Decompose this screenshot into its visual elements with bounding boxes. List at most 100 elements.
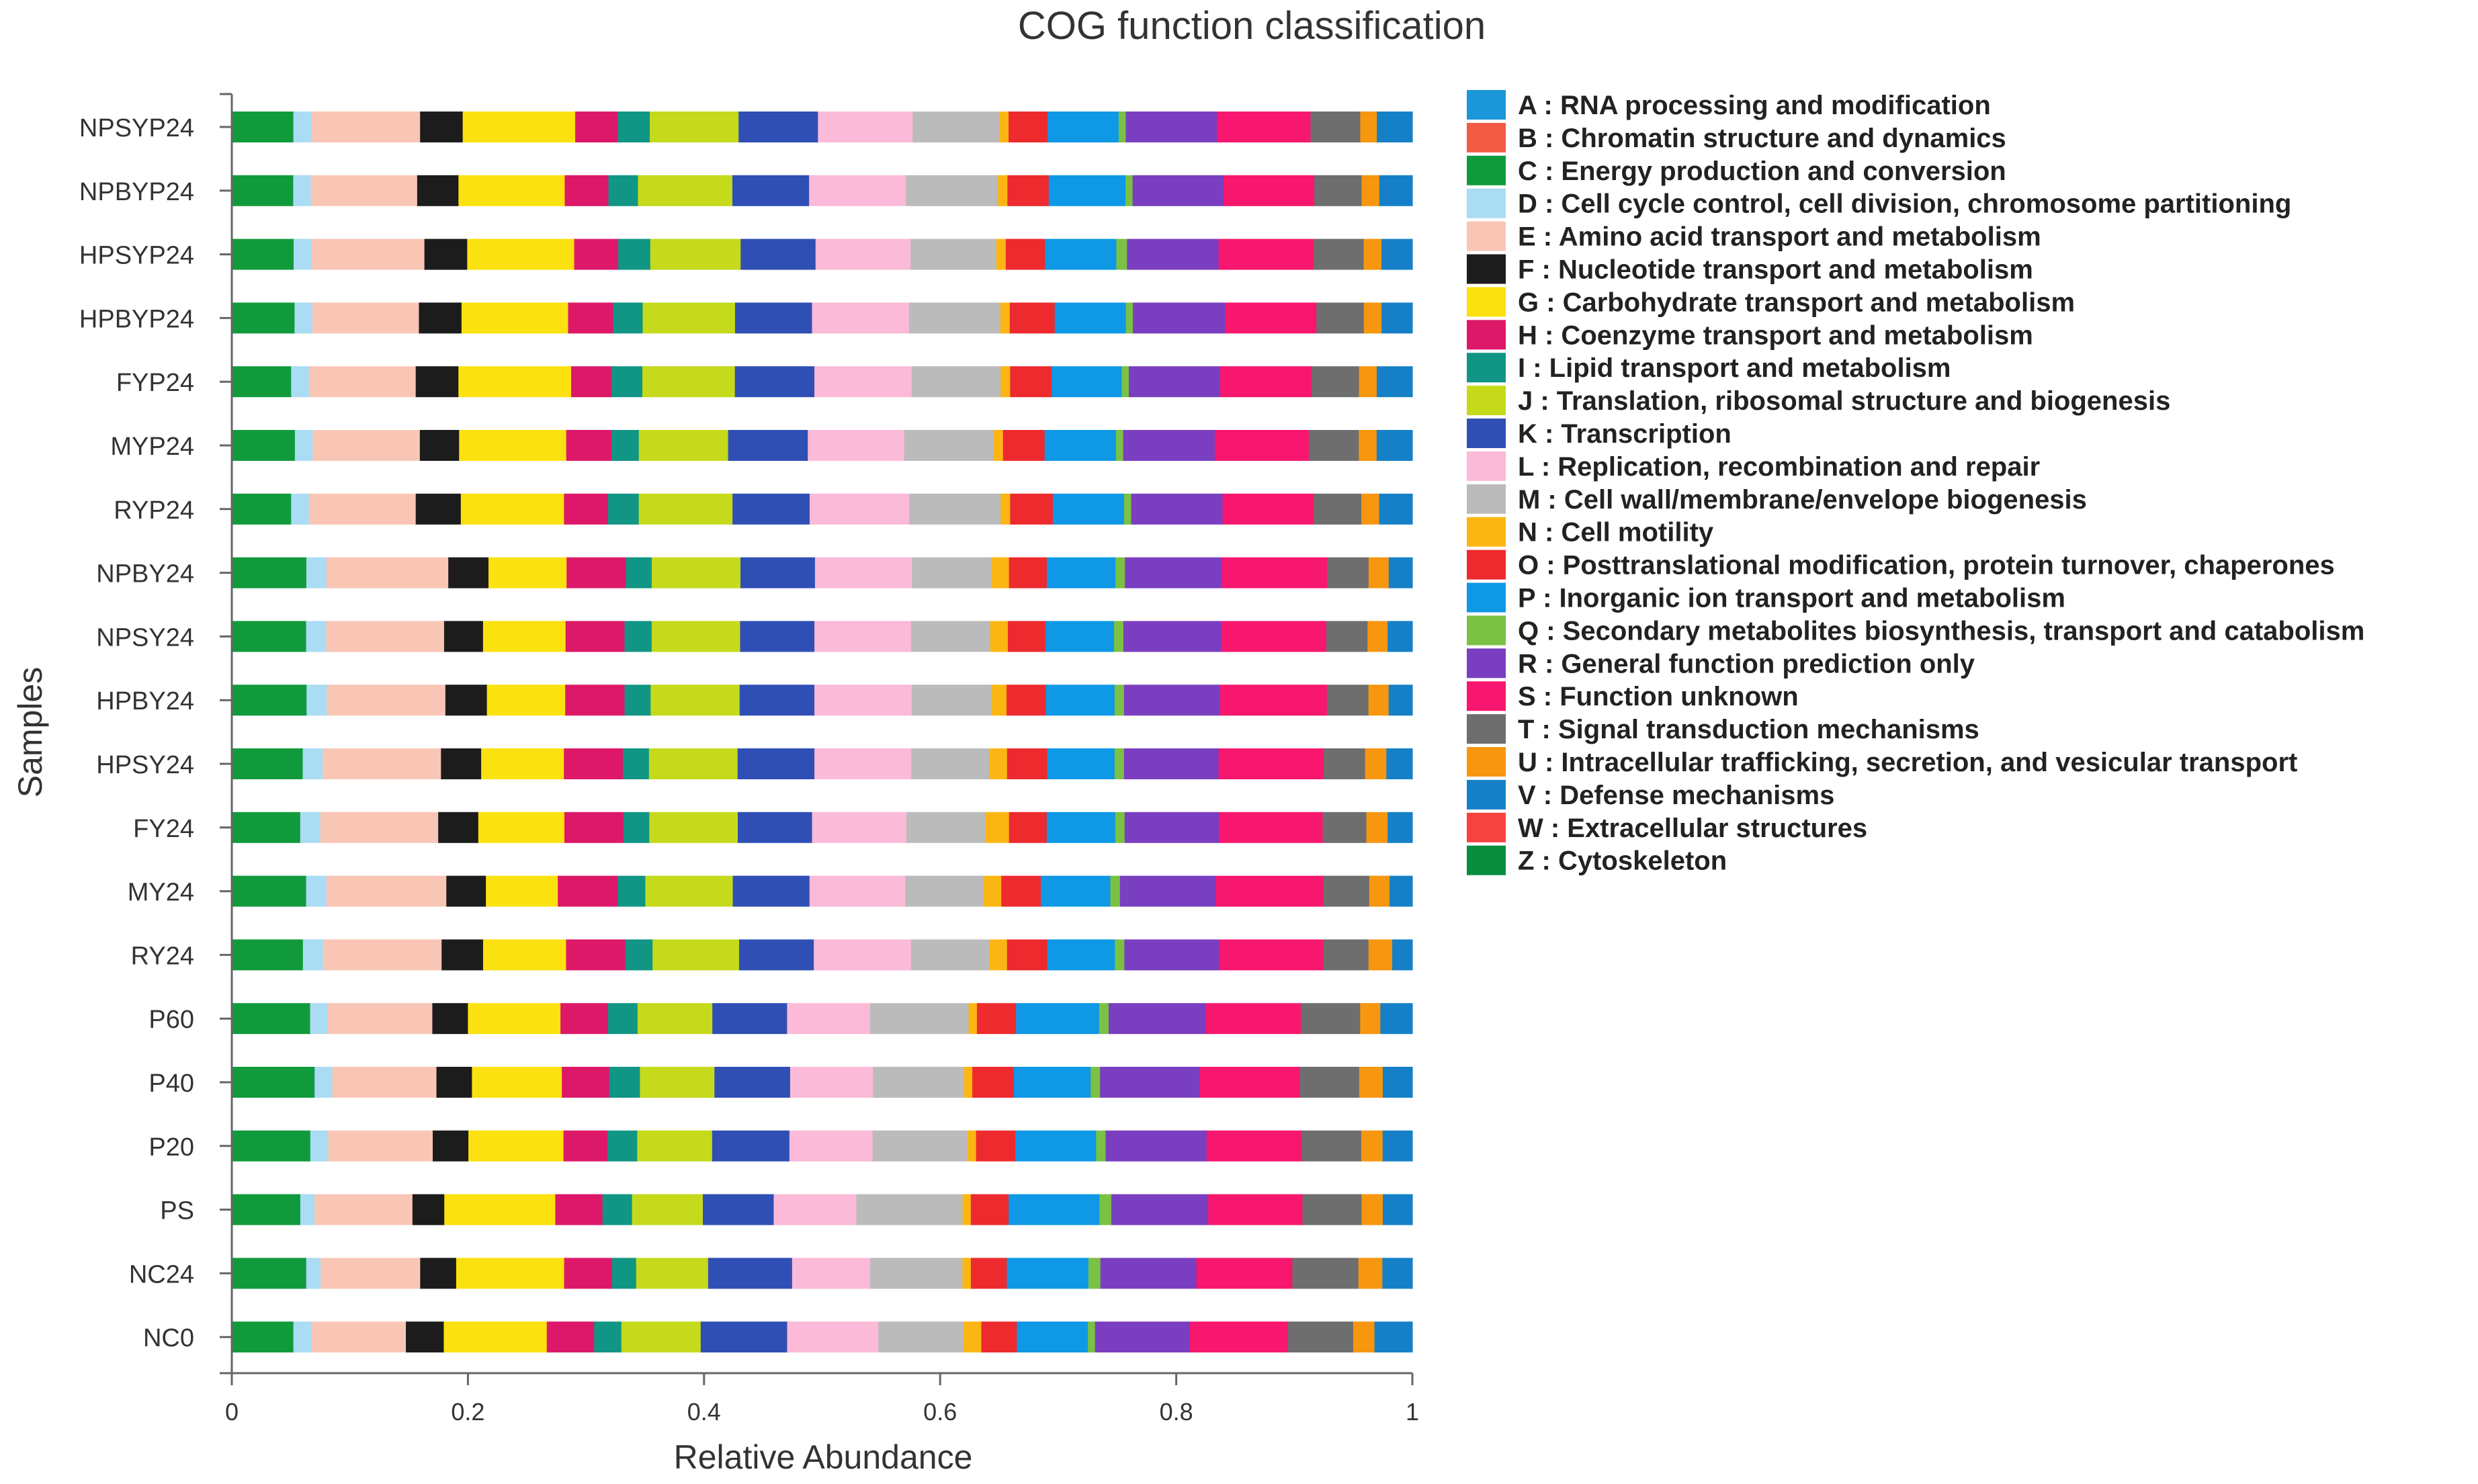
bar-segment-HPBY24-N	[991, 685, 1007, 716]
bar-segment-P60-S	[1205, 1003, 1301, 1035]
bar-segment-NC24-T	[1292, 1258, 1359, 1289]
legend-label: O : Posttranslational modification, prot…	[1518, 551, 2335, 580]
bar-segment-NC24-J	[636, 1258, 709, 1289]
bar-segment-NPBYP24-H	[564, 175, 609, 206]
bar-segment-MY24-O	[1001, 875, 1041, 907]
legend-label: H : Coenzyme transport and metabolism	[1518, 320, 2033, 350]
bar-segment-FYP24-Q	[1121, 366, 1129, 398]
bar-segment-HPSY24-G	[481, 748, 564, 779]
bar-segment-NC24-Q	[1088, 1258, 1101, 1289]
bar-segment-NPBYP24-K	[732, 175, 810, 206]
y-axis-label: Samples	[11, 667, 49, 798]
bar-segment-NPSYP24-M	[912, 112, 1000, 142]
bar-segment-HPSYP24-J	[650, 238, 741, 270]
bar-segment-RYP24-S	[1222, 493, 1315, 525]
y-tick-label: NC24	[129, 1260, 194, 1289]
bar-segment-HPSY24-D	[302, 748, 324, 779]
bar-segment-HPBY24-K	[739, 685, 815, 716]
y-tick-label: RYP24	[114, 496, 194, 525]
bar-segment-FY24-H	[564, 812, 624, 843]
bar-segment-P20-Q	[1096, 1130, 1107, 1162]
y-tick-label: P60	[148, 1006, 194, 1034]
bar-segment-P40-G	[472, 1067, 562, 1098]
bar-segment-FY24-V	[1387, 812, 1413, 843]
legend-swatch	[1467, 517, 1506, 547]
bar-segment-NPBY24-S	[1222, 557, 1328, 588]
bar-segment-HPBYP24-O	[1009, 302, 1056, 334]
bar-segment-RYP24-L	[809, 493, 910, 525]
bar-segment-MY24-H	[558, 875, 618, 907]
y-tick-label: FYP24	[116, 369, 194, 397]
bar-segment-RYP24-I	[607, 493, 640, 525]
bar-segment-P60-P	[1016, 1003, 1100, 1035]
bar-segment-RYP24-R	[1131, 493, 1224, 525]
bar-segment-P40-O	[972, 1067, 1015, 1098]
bar-segment-HPBYP24-J	[642, 302, 736, 334]
bar-segment-FY24-I	[623, 812, 650, 843]
bar-segment-NPBYP24-G	[458, 175, 566, 206]
x-tick-label: 0.2	[451, 1398, 484, 1426]
bar-segment-MYP24-P	[1044, 430, 1117, 461]
bar-segment-FYP24-D	[291, 366, 310, 398]
bar-segment-HPBYP24-K	[734, 302, 813, 334]
bar-segment-NPBYP24-R	[1132, 175, 1224, 206]
bar-segment-PS-Q	[1099, 1194, 1112, 1225]
bar-segment-HPSY24-Q	[1114, 748, 1125, 779]
bar-segment-FYP24-L	[814, 366, 912, 398]
bar-segment-HPSYP24-R	[1127, 238, 1220, 270]
legend-label: R : General function prediction only	[1518, 649, 1975, 679]
legend-label: U : Intracellular trafficking, secretion…	[1518, 748, 2297, 777]
bar-segment-HPBYP24-C	[232, 302, 295, 334]
y-tick-label: P20	[148, 1133, 194, 1162]
bar-segment-NC24-D	[306, 1258, 321, 1289]
bar-segment-FY24-K	[738, 812, 813, 843]
bar-segment-NPBYP24-T	[1314, 175, 1363, 206]
bar-segment-HPBY24-U	[1368, 685, 1390, 716]
bar-segment-RYP24-N	[1000, 493, 1011, 525]
bar-segment-RY24-M	[910, 939, 990, 971]
bar-segment-FY24-F	[438, 812, 479, 843]
bar-segment-HPSYP24-G	[467, 238, 575, 270]
bar-segment-RY24-F	[441, 939, 484, 971]
bar-segment-RY24-E	[323, 939, 442, 971]
bar-segment-NPSYP24-T	[1310, 112, 1361, 142]
bar-segment-NPBY24-H	[566, 557, 626, 588]
bar-segment-P20-O	[976, 1130, 1016, 1162]
bar-segment-PS-R	[1111, 1194, 1209, 1225]
bar-segment-NC0-M	[878, 1321, 964, 1353]
bar-segment-RY24-K	[739, 939, 814, 971]
bar-segment-MYP24-N	[993, 430, 1004, 461]
legend-swatch	[1467, 550, 1506, 580]
bar-segment-NPSY24-S	[1221, 621, 1327, 652]
bar-segment-P40-D	[314, 1067, 333, 1098]
bar-segment-P40-Q	[1091, 1067, 1101, 1098]
bar-segment-HPSY24-L	[814, 748, 912, 779]
bar-segment-RY24-I	[625, 939, 653, 971]
bar-segment-HPSY24-O	[1007, 748, 1048, 779]
bar-segment-PS-L	[773, 1194, 857, 1225]
bar-segment-RY24-O	[1007, 939, 1048, 971]
legend-label: S : Function unknown	[1518, 682, 1799, 711]
bar-segment-FYP24-U	[1359, 366, 1377, 398]
bar-segment-NPSYP24-H	[575, 112, 619, 142]
bar-segment-RYP24-M	[909, 493, 1001, 525]
bar-segment-MY24-T	[1324, 875, 1370, 907]
bar-segment-HPBY24-I	[624, 685, 651, 716]
bar-segment-P40-I	[609, 1067, 640, 1098]
bar-segment-FY24-D	[300, 812, 321, 843]
legend-label: B : Chromatin structure and dynamics	[1518, 124, 2006, 153]
bar-segment-HPBY24-V	[1388, 685, 1413, 716]
bar-segment-HPBY24-F	[445, 685, 488, 716]
bar-segment-HPSY24-M	[911, 748, 990, 779]
bar-segment-NC0-I	[594, 1321, 622, 1353]
bar-segment-FYP24-S	[1220, 366, 1312, 398]
bar-segment-FYP24-O	[1010, 366, 1052, 398]
bar-segment-RYP24-E	[308, 493, 417, 525]
bar-segment-MY24-C	[232, 875, 307, 907]
bar-segment-MY24-V	[1390, 875, 1413, 907]
bar-segment-NPBYP24-L	[809, 175, 906, 206]
bar-segment-MY24-R	[1119, 875, 1217, 907]
bar-segment-P60-R	[1108, 1003, 1207, 1035]
bar-segment-P60-G	[468, 1003, 561, 1035]
